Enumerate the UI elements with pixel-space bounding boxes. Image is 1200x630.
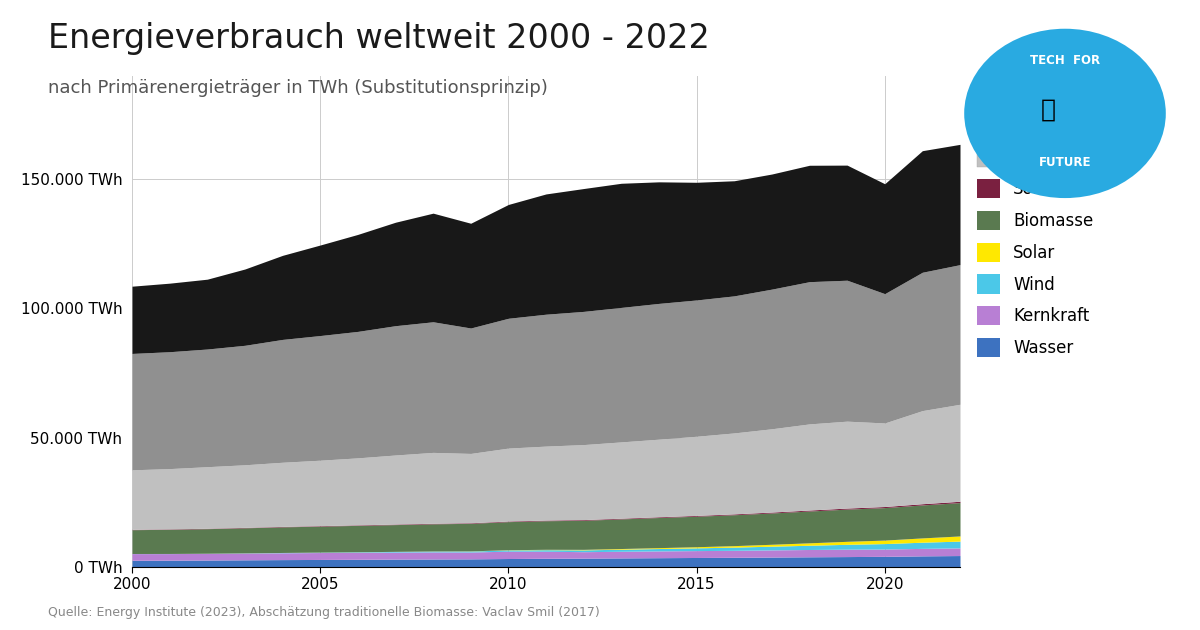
Text: nach Primärenergieträger in TWh (Substitutionsprinzip): nach Primärenergieträger in TWh (Substit… — [48, 79, 548, 97]
Text: Energieverbrauch weltweit 2000 - 2022: Energieverbrauch weltweit 2000 - 2022 — [48, 22, 710, 55]
Legend: Kohle, Öl, Gas, Sonstige, Biomasse, Solar, Wind, Kernkraft, Wasser: Kohle, Öl, Gas, Sonstige, Biomasse, Sola… — [977, 84, 1093, 357]
Circle shape — [965, 29, 1166, 198]
Text: 🔌: 🔌 — [1040, 98, 1056, 122]
Text: TECH  FOR: TECH FOR — [1030, 54, 1100, 67]
Text: FUTURE: FUTURE — [1039, 156, 1091, 169]
Text: Quelle: Energy Institute (2023), Abschätzung traditionelle Biomasse: Vaclav Smil: Quelle: Energy Institute (2023), Abschät… — [48, 605, 600, 619]
